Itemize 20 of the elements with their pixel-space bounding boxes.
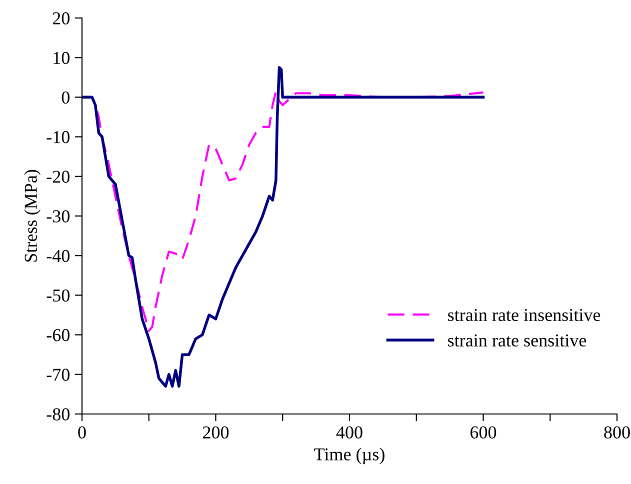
y-tick-label: 20 xyxy=(52,12,70,24)
y-tick-label: -10 xyxy=(46,131,70,144)
y-tick-label: -50 xyxy=(46,289,70,302)
y-tick-label: 10 xyxy=(54,52,70,64)
y-tick-label: -40 xyxy=(46,250,70,262)
x-tick-label: 0 xyxy=(78,426,86,439)
y-tick-label: -80 xyxy=(46,408,70,420)
x-tick-label: 400 xyxy=(336,426,362,439)
y-tick-label: -30 xyxy=(46,210,70,222)
legend-label: strain rate sensitive xyxy=(448,334,586,347)
y-tick-label: 0 xyxy=(62,91,70,104)
x-tick-label: 600 xyxy=(470,426,496,439)
y-tick-label: -20 xyxy=(46,170,70,183)
y-tick-label: -60 xyxy=(46,329,70,342)
x-axis-title: Time (µs) xyxy=(314,448,384,464)
y-axis-title: Stress (MPa) xyxy=(24,170,41,262)
legend-label: strain rate insensitive xyxy=(448,308,600,322)
y-tick-label: -70 xyxy=(46,368,70,381)
x-tick-label: 200 xyxy=(203,426,229,439)
x-tick-label: 800 xyxy=(604,426,630,439)
